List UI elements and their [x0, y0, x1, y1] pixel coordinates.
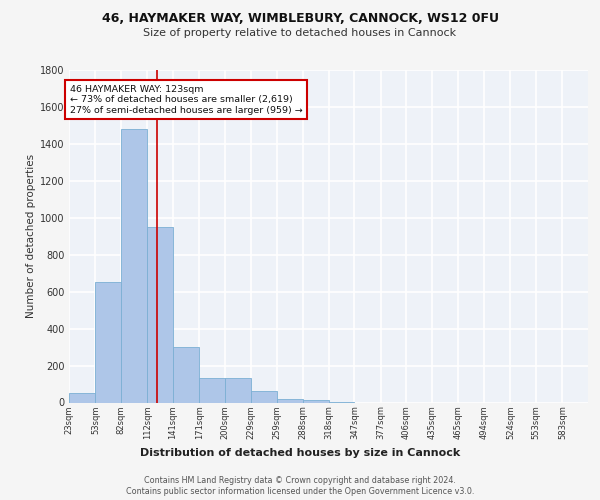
Bar — [199, 378, 225, 402]
Bar — [69, 394, 95, 402]
Y-axis label: Number of detached properties: Number of detached properties — [26, 154, 36, 318]
Bar — [95, 282, 121, 403]
Bar — [173, 347, 199, 403]
Bar — [302, 400, 329, 402]
Bar — [251, 392, 277, 402]
Text: Size of property relative to detached houses in Cannock: Size of property relative to detached ho… — [143, 28, 457, 38]
Bar — [225, 378, 251, 402]
Text: Distribution of detached houses by size in Cannock: Distribution of detached houses by size … — [140, 448, 460, 458]
Text: Contains public sector information licensed under the Open Government Licence v3: Contains public sector information licen… — [126, 488, 474, 496]
Bar — [121, 129, 148, 402]
Bar — [148, 227, 173, 402]
Text: 46, HAYMAKER WAY, WIMBLEBURY, CANNOCK, WS12 0FU: 46, HAYMAKER WAY, WIMBLEBURY, CANNOCK, W… — [101, 12, 499, 26]
Text: Contains HM Land Registry data © Crown copyright and database right 2024.: Contains HM Land Registry data © Crown c… — [144, 476, 456, 485]
Text: 46 HAYMAKER WAY: 123sqm
← 73% of detached houses are smaller (2,619)
27% of semi: 46 HAYMAKER WAY: 123sqm ← 73% of detache… — [70, 85, 302, 114]
Bar — [277, 399, 302, 402]
